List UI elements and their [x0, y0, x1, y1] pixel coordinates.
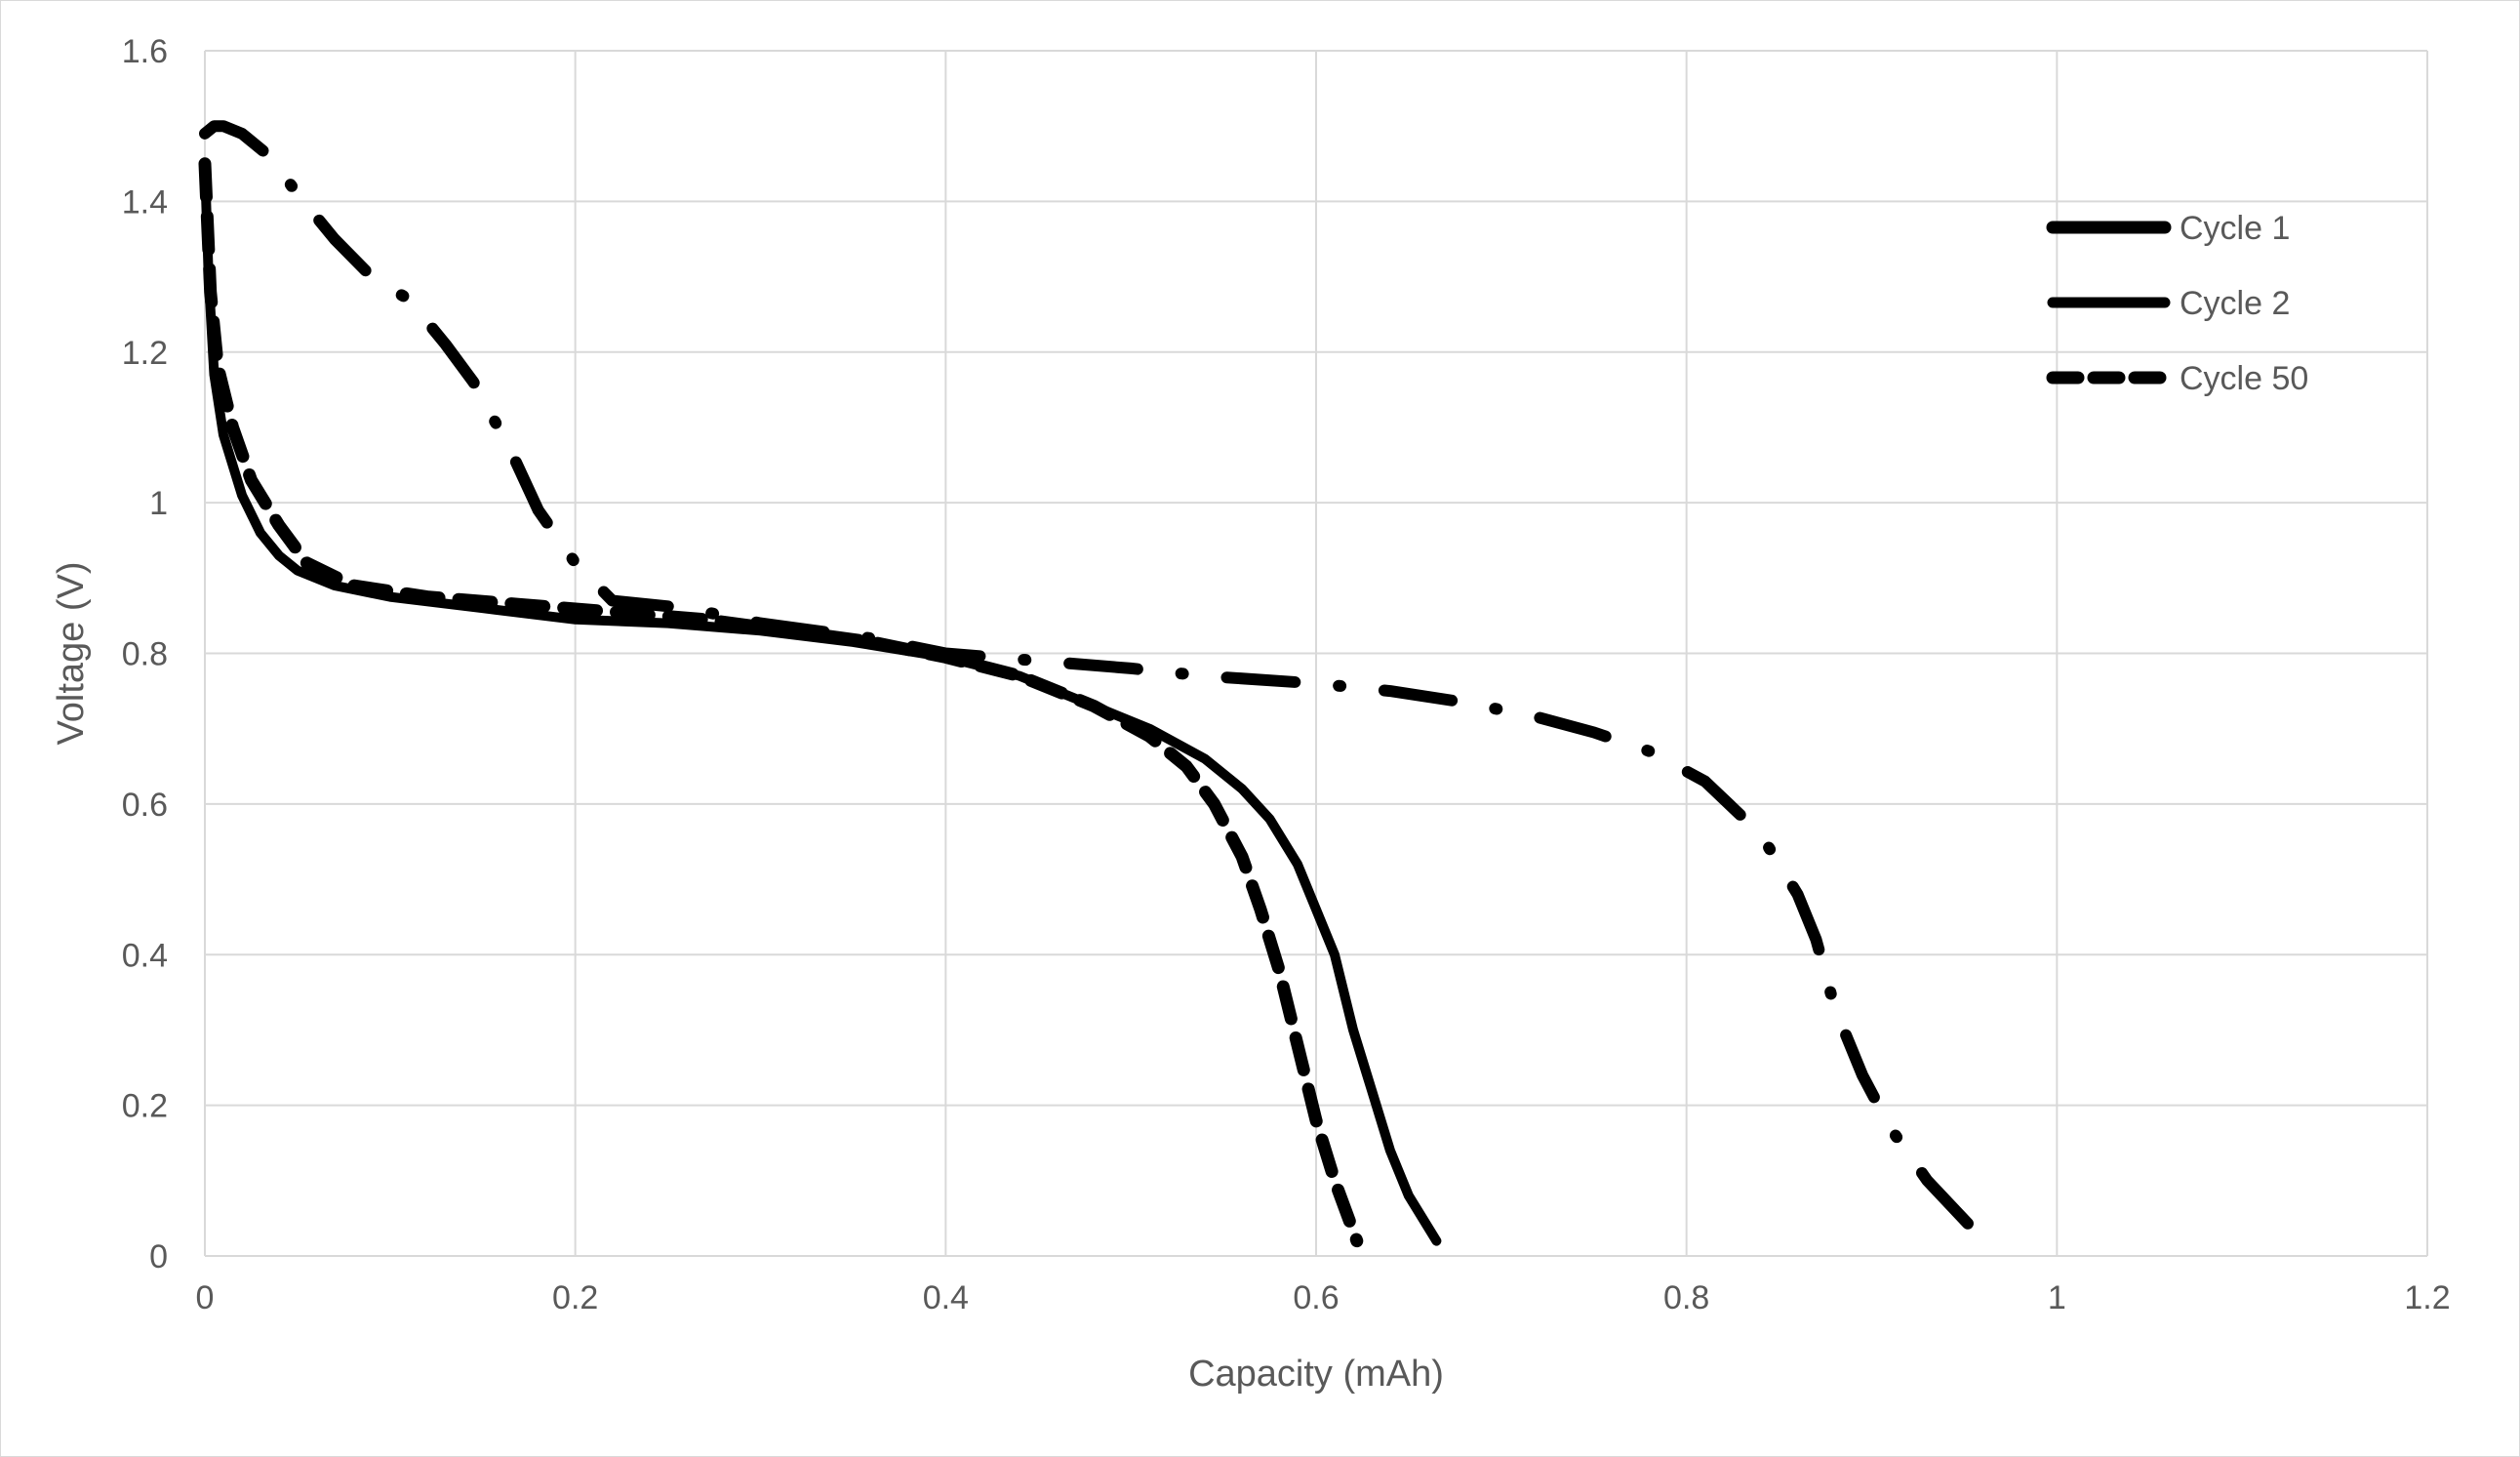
x-tick-label: 0.6 — [1293, 1279, 1339, 1316]
y-tick-label: 1.6 — [122, 33, 168, 70]
y-tick-label: 0.4 — [122, 937, 168, 974]
legend-label: Cycle 50 — [2180, 360, 2308, 397]
tick-labels: 0 0.2 0.4 0.6 0.8 1 1.2 0 0.2 0.4 0.6 0.8 1 1.2 1.4 1.6 — [122, 33, 2451, 1316]
y-axis-title: Voltage (V) — [51, 562, 92, 746]
x-tick-label: 0 — [196, 1279, 215, 1316]
y-tick-label: 1.4 — [122, 183, 168, 221]
x-tick-label: 1 — [2048, 1279, 2066, 1316]
series-lines — [198, 120, 1980, 1248]
x-tick-label: 1.2 — [2404, 1279, 2450, 1316]
legend-label: Cycle 2 — [2180, 285, 2290, 322]
legend: Cycle 1 Cycle 2 Cycle 50 — [2046, 210, 2308, 397]
y-tick-label: 0.6 — [122, 787, 168, 824]
y-tick-label: 1.2 — [122, 335, 168, 372]
y-tick-label: 0.2 — [122, 1088, 168, 1125]
x-tick-label: 0.4 — [923, 1279, 969, 1316]
grid-lines — [204, 50, 2428, 1257]
y-tick-label: 1 — [149, 485, 168, 522]
legend-label: Cycle 1 — [2180, 210, 2290, 247]
y-tick-label: 0.8 — [122, 636, 168, 673]
series-line-cycle-50 — [198, 157, 1364, 1248]
series-line-cycle-2 — [200, 158, 1442, 1246]
x-tick-label: 0.2 — [552, 1279, 598, 1316]
y-tick-label: 0 — [149, 1238, 168, 1275]
series-line-cycle-1 — [199, 120, 1980, 1235]
x-axis-title: Capacity (mAh) — [1188, 1354, 1444, 1395]
x-tick-label: 0.8 — [1663, 1279, 1709, 1316]
